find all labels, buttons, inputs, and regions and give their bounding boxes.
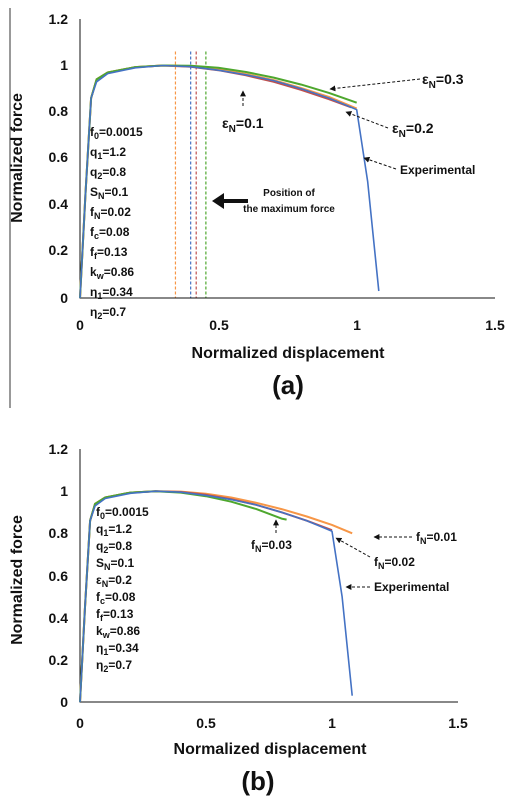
- annotation-epsilon-n-0-2: εN=0.2: [392, 120, 434, 140]
- annotations-a: εN=0.3 εN=0.1 εN=0.2 Experimental Positi…: [212, 71, 475, 215]
- panel-label: (b): [241, 766, 274, 796]
- y-tick-label: 0: [60, 694, 68, 710]
- x-tick-label: 0.5: [196, 715, 216, 731]
- param-kw: kw=0.86: [90, 265, 134, 281]
- annotation-fn-0-01: fN=0.01: [416, 530, 457, 546]
- series-line: [79, 64, 352, 299]
- panel-b-xticks: 0 0.5 1 1.5: [76, 715, 468, 731]
- y-tick-label: 0.2: [49, 652, 69, 668]
- y-tick-label: 0.8: [49, 525, 69, 541]
- x-tick-label: 1: [328, 715, 336, 731]
- panel-b: 0 0.2 0.4 0.6 0.8 1 1.2 0 0.5 1 1.5 Norm…: [9, 441, 468, 796]
- y-tick-label: 0.8: [49, 103, 69, 119]
- annotation-arrow: [329, 78, 421, 92]
- y-tick-label: 0: [60, 290, 68, 306]
- param-q2: q2=0.8: [90, 165, 126, 181]
- x-tick-label: 1.5: [448, 715, 468, 731]
- axis-lines: [79, 19, 495, 299]
- y-axis-label: Normalized force: [9, 93, 26, 223]
- x-axis-label: Normalized displacement: [174, 741, 368, 758]
- x-tick-label: 0: [76, 715, 84, 731]
- max-force-arrow-head: [212, 193, 224, 209]
- y-tick-label: 1.2: [49, 441, 69, 457]
- annotation-epsilon-n-0-3: εN=0.3: [422, 71, 464, 91]
- param-eta2: η2=0.7: [90, 305, 126, 321]
- annotation-fn-0-03: fN=0.03: [251, 538, 292, 554]
- annotation-arrow: [345, 111, 389, 129]
- series-line: [79, 490, 353, 703]
- panel-b-yticks: 0 0.2 0.4 0.6 0.8 1 1.2: [49, 441, 69, 710]
- panel-a-series: [79, 19, 495, 299]
- param-kw: kw=0.86: [96, 624, 140, 640]
- y-tick-label: 0.2: [49, 242, 69, 258]
- annotation-arrow: [335, 537, 371, 558]
- y-tick-label: 1.2: [49, 11, 69, 27]
- param-fn: fN=0.02: [90, 205, 131, 221]
- param-f0: f0=0.0015: [96, 505, 149, 521]
- panel-label: (a): [272, 370, 304, 400]
- param-eta2: η2=0.7: [96, 658, 132, 674]
- x-tick-label: 1: [353, 317, 361, 333]
- panel-b-series: [79, 449, 458, 703]
- panel-a-xticks: 0 0.5 1 1.5: [76, 317, 505, 333]
- param-sn: SN=0.1: [96, 556, 135, 572]
- annotations-b: fN=0.01 fN=0.02 fN=0.03 Experimental: [251, 519, 457, 594]
- param-fc: fc=0.08: [90, 225, 130, 241]
- annotation-experimental: Experimental: [374, 580, 449, 594]
- y-tick-label: 0.6: [49, 149, 69, 165]
- x-tick-label: 1.5: [485, 317, 505, 333]
- param-sn: SN=0.1: [90, 185, 129, 201]
- parameter-block-a: f0=0.0015 q1=1.2 q2=0.8 SN=0.1 fN=0.02 f…: [90, 125, 143, 321]
- series-line: [79, 64, 380, 299]
- max-force-position-lines: [174, 51, 207, 298]
- annotation-maximum-force: the maximum force: [243, 204, 335, 215]
- param-eta1: η1=0.34: [96, 641, 139, 657]
- x-tick-label: 0.5: [209, 317, 229, 333]
- panel-a: 0 0.2 0.4 0.6 0.8 1 1.2 0 0.5 1 1.5 Norm…: [9, 8, 505, 408]
- series-line: [79, 64, 358, 299]
- param-eta1: η1=0.34: [90, 285, 133, 301]
- panel-a-yticks: 0 0.2 0.4 0.6 0.8 1 1.2: [49, 11, 69, 306]
- param-q1: q1=1.2: [96, 522, 132, 538]
- param-q1: q1=1.2: [90, 145, 126, 161]
- annotation-epsilon-n-0-1: εN=0.1: [222, 115, 264, 135]
- param-fc: fc=0.08: [96, 590, 136, 606]
- param-ff: ff=0.13: [90, 245, 128, 261]
- annotation-fn-0-02: fN=0.02: [374, 555, 415, 571]
- param-f0: f0=0.0015: [90, 125, 143, 141]
- y-tick-label: 1: [60, 57, 68, 73]
- param-q2: q2=0.8: [96, 539, 132, 555]
- y-tick-label: 0.4: [49, 196, 69, 212]
- annotation-arrow: [363, 156, 397, 170]
- y-tick-label: 0.6: [49, 568, 69, 584]
- annotation-experimental: Experimental: [400, 163, 475, 177]
- annotation-position-of: Position of: [263, 188, 315, 199]
- y-tick-label: 1: [60, 483, 68, 499]
- x-axis-label: Normalized displacement: [192, 345, 386, 362]
- parameter-block-b: f0=0.0015 q1=1.2 q2=0.8 SN=0.1 εN=0.2 fc…: [96, 505, 149, 674]
- axis-lines: [79, 449, 458, 703]
- y-tick-label: 0.4: [49, 610, 69, 626]
- series-line: [79, 64, 358, 299]
- x-tick-label: 0: [76, 317, 84, 333]
- y-axis-label: Normalized force: [9, 515, 26, 645]
- param-ff: ff=0.13: [96, 607, 134, 623]
- param-epsilon-n: εN=0.2: [96, 573, 132, 589]
